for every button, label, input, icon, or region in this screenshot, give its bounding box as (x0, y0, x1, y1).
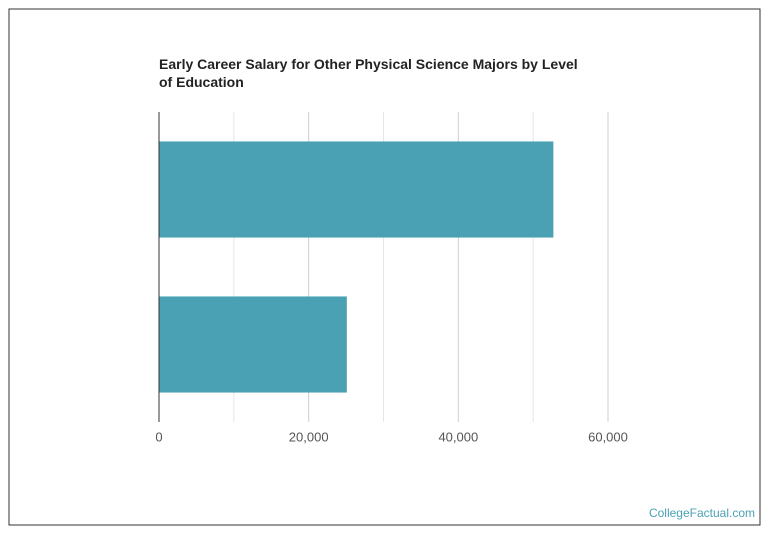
bar (159, 296, 347, 393)
chart-title: Early Career Salary for Other Physical S… (159, 56, 578, 90)
x-tick-label: 0 (155, 429, 162, 444)
x-tick-label: 40,000 (438, 429, 478, 444)
frame (8, 8, 761, 526)
source[interactable]: CollegeFactual.com (648, 506, 755, 520)
x-tick-label: 60,000 (588, 429, 628, 444)
x-tick-label: 20,000 (289, 429, 329, 444)
bar (159, 141, 554, 238)
